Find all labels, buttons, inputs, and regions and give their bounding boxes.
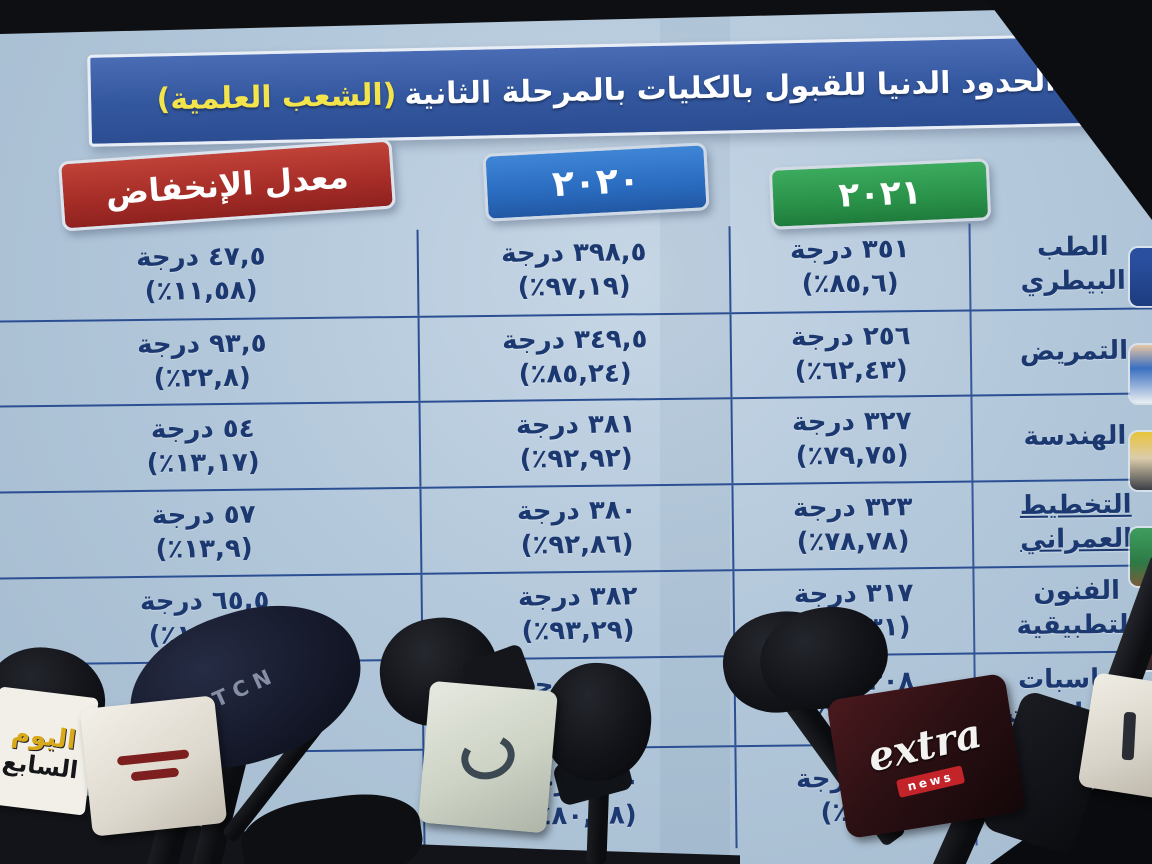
slide-title-bar: الحدود الدنيا للقبول بالكليات بالمرحلة ا…: [87, 33, 1125, 147]
college-name: التخطيط العمراني: [1019, 489, 1133, 555]
slide-title: الحدود الدنيا للقبول بالكليات بالمرحلة ا…: [404, 63, 1056, 112]
college-name: التمريض: [1019, 335, 1129, 367]
college-icon-veterinary: [1130, 248, 1152, 306]
score-2020: ٣٨١ درجة (٪٩٢,٩٢): [420, 399, 734, 487]
score-2020: ٣٨٠ درجة (٪٩٢,٨٦): [421, 485, 735, 573]
mic-cube-extra-news: extra news: [826, 672, 1026, 840]
score-2021: ٣٢٧ درجة (٪٧٩,٧٥): [732, 396, 974, 484]
extra-news-logo: extra: [863, 709, 986, 781]
college-name: الهندسة: [1023, 420, 1127, 453]
year-2021-badge: ٢٠٢١: [768, 158, 992, 230]
college-icon-nursing: [1130, 345, 1152, 403]
score-2021: ٣٢٣ درجة (٪٧٨,٧٨): [733, 482, 975, 570]
mic-cube-white: [79, 695, 228, 837]
score-2020: ٣٤٩,٥ درجة (٪٨٥,٢٤): [419, 314, 733, 401]
college-icon-engineering: [1130, 432, 1152, 490]
table-row-veterinary: الطب البيطري ٣٥١ درجة (٪٨٥,٦) ٣٩٨,٥ درجة…: [0, 221, 1152, 323]
channel-logo-stroke: [116, 749, 189, 766]
decrease-value: ٩٣,٥ درجة (٪٢٢,٨): [0, 317, 421, 406]
score-2021: ٢٥٦ درجة (٪٦٢,٤٣): [731, 311, 973, 398]
decrease-value: ٤٧,٥ درجة (٪١١,٥٨): [0, 229, 420, 321]
decrease-column-label: معدل الإنخفاض: [104, 157, 350, 213]
college-name: الطب البيطري: [1020, 232, 1126, 297]
table-row-urban-planning: التخطيط العمراني ٣٢٣ درجة (٪٧٨,٧٨) ٣٨٠ د…: [0, 480, 1152, 580]
channel-logo-mark: [456, 728, 520, 786]
year-2020-badge: ٢٠٢٠: [482, 142, 710, 222]
year-2020-label: ٢٠٢٠: [551, 159, 641, 205]
channel-logo-stroke: [130, 767, 179, 782]
score-2020: ٣٩٨,٥ درجة (٪٩٧,١٩): [418, 226, 732, 316]
table-row-nursing: التمريض ٢٥٦ درجة (٪٦٢,٤٣) ٣٤٩,٥ درجة (٪٨…: [0, 309, 1152, 408]
decrease-value: ٥٧ درجة (٪١٣,٩): [0, 488, 423, 578]
tcn-channel-logo: TCN: [209, 662, 282, 712]
slide-title-highlight: (الشعب العلمية): [156, 76, 397, 117]
table-row-engineering: الهندسة ٣٢٧ درجة (٪٧٩,٧٥) ٣٨١ درجة (٪٩٢,…: [0, 394, 1152, 494]
decrease-column-badge: معدل الإنخفاض: [57, 138, 397, 232]
decrease-value: ٥٤ درجة (٪١٣,١٧): [0, 402, 422, 492]
mic-cube-sage: [418, 680, 558, 834]
score-2021: ٣٥١ درجة (٪٨٥,٦): [730, 223, 972, 313]
year-2021-label: ٢٠٢١: [837, 172, 923, 216]
channel-logo-mark: [1121, 711, 1136, 760]
